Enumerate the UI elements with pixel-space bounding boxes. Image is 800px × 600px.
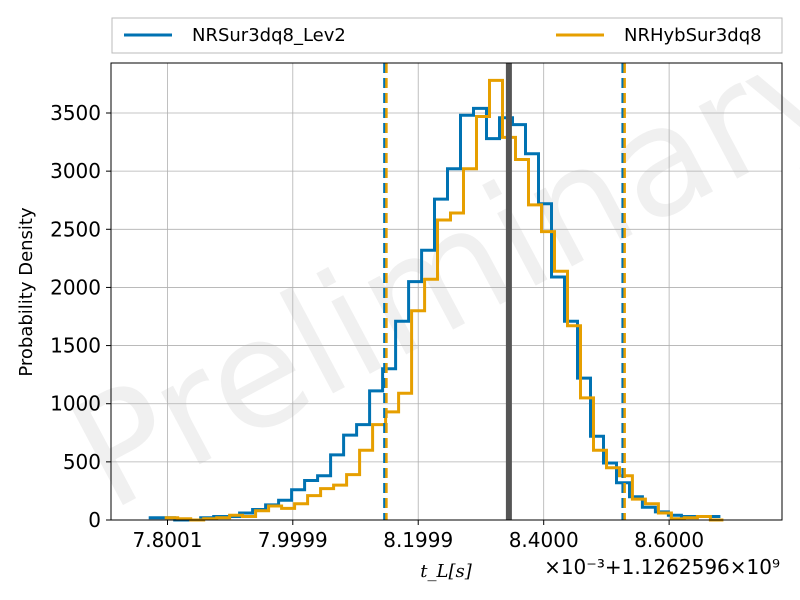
y-tick-label: 1000 [50,392,101,416]
series-layer [148,78,724,522]
y-tick-label: 500 [63,450,101,474]
x-axis-label: t_L[s] [420,561,472,582]
plot-area [110,62,783,522]
legend-label-series-1: NRSur3dq8_Lev2 [192,25,346,46]
legend: NRSur3dq8_Lev2 NRHybSur3dq8 [111,17,783,54]
legend-box [111,17,783,54]
x-axis-offset-label: ×10⁻³+1.1262596×10⁹ [544,555,780,579]
x-tick-label: 8.4000 [509,528,579,552]
y-tick-label: 1500 [50,334,101,358]
x-axis: 7.8001 7.9999 8.1999 8.4000 8.6000 [133,520,704,552]
x-tick-label: 8.6000 [634,528,704,552]
histogram-series-2 [164,78,724,522]
reference-lines [383,63,626,520]
x-tick-label: 7.9999 [258,528,328,552]
legend-label-series-2: NRHybSur3dq8 [624,25,762,46]
plot-frame [110,62,783,521]
y-tick-label: 3000 [50,159,101,183]
y-axis-label: Probability Density [16,207,37,377]
y-tick-label: 2000 [50,275,101,299]
y-tick-label: 2500 [50,217,101,241]
y-tick-label: 0 [88,508,101,532]
x-tick-label: 8.1999 [383,528,453,552]
y-axis: 0 500 1000 1500 2000 2500 3000 3500 [50,101,111,532]
x-tick-label: 7.8001 [133,528,203,552]
y-tick-label: 3500 [50,101,101,125]
